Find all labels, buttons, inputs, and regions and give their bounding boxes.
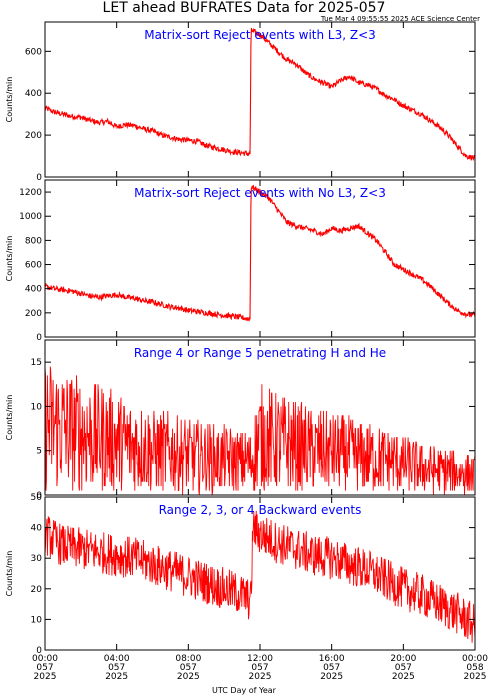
y-axis-title: Counts/min — [5, 77, 14, 123]
x-axis-title: UTC Day of Year — [212, 686, 276, 695]
y-tick-label: 30 — [31, 554, 43, 564]
panel-title: Matrix-sort Reject events with L3, Z<3 — [144, 28, 376, 42]
panel-3: 0 5 10 15 Counts/min Range 4 or Range 5 penet… — [5, 339, 476, 501]
y-axis-title: Counts/min — [5, 551, 14, 597]
y-tick-label: 50 — [31, 493, 43, 503]
x-tick-label: 20:00 — [390, 654, 416, 664]
x-tick-label: 12:00 — [247, 654, 273, 664]
panel-title: Matrix-sort Reject events with No L3, Z<… — [134, 186, 386, 200]
y-tick-label: 800 — [25, 236, 42, 246]
y-tick-label: 400 — [25, 285, 42, 295]
panel-4: 0 10 20 30 40 50 Counts/min Range 2, 3, or 4 Ba… — [5, 493, 476, 656]
x-tick-label: 2025 — [177, 672, 200, 682]
y-tick-label: 200 — [25, 309, 42, 319]
x-tick-label: 2025 — [392, 672, 415, 682]
y-tick-label: 0 — [36, 646, 42, 656]
x-tick-label: 057 — [108, 663, 125, 673]
plot-frame — [44, 496, 476, 651]
x-tick-label: 2025 — [320, 672, 343, 682]
x-tick-label: 00:00 — [32, 654, 58, 664]
series-line-1 — [44, 27, 476, 162]
y-tick-label: 10 — [31, 402, 43, 412]
y-tick-label: 5 — [36, 447, 42, 457]
x-tick-label: 057 — [180, 663, 197, 673]
x-tick-label: 2025 — [464, 672, 487, 682]
page-title: LET ahead BUFRATES Data for 2025-057 — [102, 0, 386, 16]
y-tick-label: 15 — [31, 358, 42, 368]
series-line-2 — [44, 184, 476, 322]
panel-1: 0 200 400 600 Counts/min Matrix-sort Reject e… — [5, 21, 476, 183]
plot-frame — [44, 179, 476, 338]
x-tick-label: 058 — [466, 663, 483, 673]
y-tick-label: 400 — [25, 89, 42, 99]
x-tick-label: 057 — [395, 663, 412, 673]
y-tick-label: 10 — [31, 615, 43, 625]
y-tick-label: 0 — [36, 173, 42, 183]
y-tick-label: 1200 — [19, 188, 42, 198]
y-axis-title: Counts/min — [5, 395, 14, 441]
series-line-4 — [44, 510, 476, 643]
y-tick-label: 1000 — [19, 212, 42, 222]
y-tick-label: 0 — [36, 491, 42, 501]
x-tick-label: 08:00 — [175, 654, 201, 664]
y-axis-title: Counts/min — [5, 236, 14, 282]
y-tick-label: 20 — [31, 585, 43, 595]
y-tick-label: 600 — [25, 261, 42, 271]
x-tick-label: 057 — [323, 663, 340, 673]
x-tick-label: 2025 — [249, 672, 272, 682]
panel-2: 0 200 400 600 800 1000 1200 Counts/min Matrix-so… — [5, 179, 476, 343]
y-tick-label: 200 — [25, 131, 42, 141]
x-tick-label: 057 — [251, 663, 268, 673]
series-line-3 — [44, 366, 476, 496]
x-tick-label: 04:00 — [104, 654, 130, 664]
x-tick-label: 2025 — [34, 672, 57, 682]
y-tick-label: 40 — [31, 524, 43, 534]
panel-title: Range 2, 3, or 4 Backward events — [159, 503, 362, 517]
x-tick-label: 16:00 — [319, 654, 345, 664]
x-tick-label: 057 — [36, 663, 53, 673]
y-tick-label: 600 — [25, 47, 42, 57]
x-tick-label: 2025 — [105, 672, 128, 682]
x-tick-label: 00:00 — [462, 654, 488, 664]
panel-title: Range 4 or Range 5 penetrating H and He — [134, 346, 386, 360]
timestamp-label: Tue Mar 4 09:55:55 2025 ACE Science Cent… — [320, 15, 480, 23]
y-tick-label: 0 — [36, 333, 42, 343]
plot-frame — [44, 21, 476, 178]
